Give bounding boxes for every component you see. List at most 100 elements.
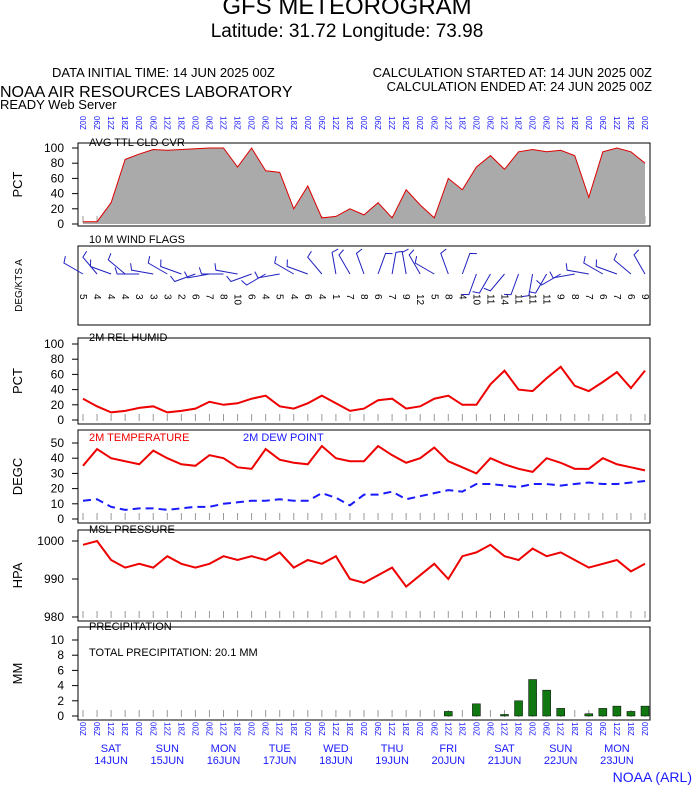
wind-barb: [147, 256, 168, 275]
y-tick-label: 0: [57, 709, 64, 723]
precip-bar: [640, 705, 650, 717]
precip-bar: [542, 689, 551, 717]
hour-label-top: 18Z: [120, 116, 129, 130]
day-name: WED: [323, 743, 349, 755]
hour-label-top: 18Z: [176, 116, 185, 130]
annotation: TOTAL PRECIPITATION: 20.1 MM: [89, 647, 258, 659]
y-tick-label: 60: [51, 367, 65, 381]
day-date: 18JUN: [319, 755, 353, 767]
panel-frame: [77, 626, 651, 721]
hour-label-top: 18Z: [626, 116, 635, 130]
panel-frame: [77, 529, 651, 622]
panel-title: MSL PRESSURE: [89, 524, 175, 536]
hour-label-top: 06Z: [429, 116, 438, 130]
y-tick-label: 80: [51, 156, 65, 170]
hour-label-top: 06Z: [148, 116, 157, 130]
legend-label: 2M DEW POINT: [243, 432, 324, 444]
precip-bar: [444, 711, 453, 717]
day-date: 23JUN: [600, 755, 634, 767]
hour-label-bottom: 12Z: [443, 722, 452, 736]
legend-label: 2M TEMPERATURE: [89, 432, 189, 444]
wind-speed: 3: [161, 294, 172, 300]
wind-speed: 4: [119, 294, 130, 300]
wind-barb: [130, 263, 154, 275]
wind-speed: 10: [232, 294, 243, 306]
wind-barb: [440, 248, 449, 275]
y-axis-label: HPA: [10, 562, 25, 588]
wind-barb: [504, 273, 520, 296]
precip-bar: [556, 708, 565, 717]
wind-barb: [274, 256, 294, 275]
wind-barb: [408, 249, 421, 275]
wind-speed: 9: [400, 294, 411, 300]
wind-barb: [89, 259, 112, 275]
hour-label-bottom: 06Z: [204, 722, 213, 736]
wind-barb: [254, 271, 280, 279]
hour-label-top: 12Z: [387, 116, 396, 130]
y-tick-label: 0: [57, 413, 64, 427]
y-tick-label: 0: [57, 512, 64, 526]
hour-label-bottom: 18Z: [401, 722, 410, 736]
hour-label-bottom: 12Z: [331, 722, 340, 736]
hour-label-bottom: 18Z: [176, 722, 185, 736]
day-name: SUN: [156, 743, 179, 755]
wind-barb: [226, 273, 252, 283]
hour-label-bottom: 00Z: [303, 722, 312, 736]
y-tick-label: 2: [57, 694, 64, 708]
hour-label-top: 06Z: [261, 116, 270, 130]
footer: NOAA (ARL): [613, 769, 692, 785]
y-tick-label: 60: [51, 171, 65, 185]
hour-label-top: 18Z: [514, 116, 523, 130]
hour-label-bottom: 12Z: [106, 722, 115, 736]
y-tick-label: 6: [57, 663, 64, 677]
wind-barb: [483, 273, 505, 292]
hour-label-top: 00Z: [528, 116, 537, 130]
hour-label-bottom: 18Z: [457, 722, 466, 736]
hour-label-top: 06Z: [542, 116, 551, 130]
hour-label-bottom: 00Z: [471, 722, 480, 736]
wind-speed: 6: [302, 294, 313, 300]
y-axis-label: PCT: [10, 368, 25, 394]
wind-speed: 7: [611, 294, 622, 300]
calc-start: CALCULATION STARTED AT: 14 JUN 2025 00Z: [373, 65, 652, 80]
hour-label-bottom: 00Z: [640, 722, 649, 736]
hour-label-bottom: 18Z: [120, 722, 129, 736]
hour-label-top: 00Z: [471, 116, 480, 130]
wind-speed: 4: [456, 294, 467, 300]
day-date: 15JUN: [150, 755, 184, 767]
wind-barb: [107, 253, 126, 275]
wind-speed: 11: [484, 294, 495, 305]
hour-label-top: 00Z: [78, 116, 87, 130]
hour-label-top: 12Z: [162, 116, 171, 130]
hour-label-bottom: 06Z: [598, 722, 607, 736]
wind-speed: 8: [569, 294, 580, 300]
wind-barb: [401, 248, 409, 275]
precip-bar: [612, 705, 622, 717]
day-date: 16JUN: [207, 755, 241, 767]
wind-barb: [198, 267, 224, 275]
precip-bar: [598, 708, 608, 717]
precip-bar: [472, 703, 481, 717]
hour-label-bottom: 06Z: [92, 722, 101, 736]
hour-label-bottom: 06Z: [542, 722, 551, 736]
wind-speed: 4: [105, 294, 116, 300]
hour-label-bottom: 12Z: [556, 722, 565, 736]
wind-barb: [583, 256, 604, 275]
day-date: 22JUN: [544, 755, 578, 767]
wind-barb: [461, 273, 477, 296]
subtitle: Latitude: 31.72 Longitude: 73.98: [211, 21, 484, 42]
y-tick-label: 40: [51, 187, 65, 201]
cloud-line: [83, 147, 646, 223]
hour-label-top: 18Z: [570, 116, 579, 130]
hour-label-bottom: 18Z: [289, 722, 298, 736]
wind-speed: 6: [372, 294, 383, 300]
day-name: MON: [211, 743, 237, 755]
day-name: SUN: [549, 743, 572, 755]
hour-label-bottom: 00Z: [190, 722, 199, 736]
y-axis-label: DEGC: [10, 458, 25, 496]
server: READY Web Server: [0, 97, 117, 112]
y-tick-label: 40: [51, 451, 65, 465]
hour-label-bottom: 00Z: [415, 722, 424, 736]
hour-label-bottom: 00Z: [584, 722, 593, 736]
